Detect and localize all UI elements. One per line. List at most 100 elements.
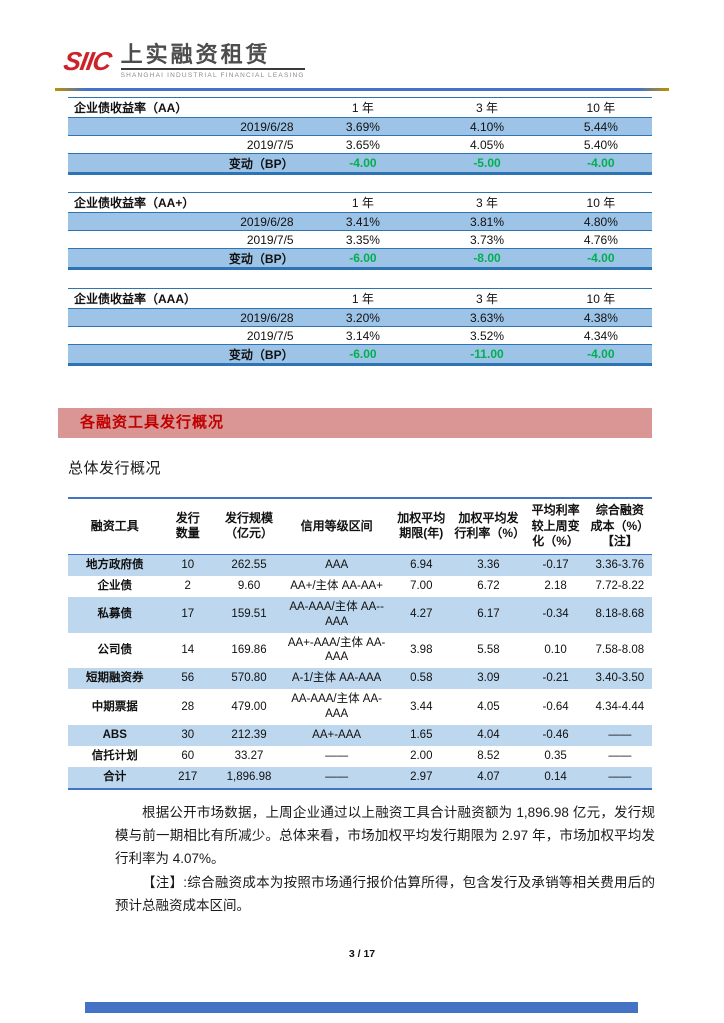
issuance-value: 0.10	[544, 644, 567, 656]
issuance-value: 8.52	[477, 750, 500, 763]
yield-row-label: 2019/6/28	[240, 119, 294, 134]
issuance-row: 合计 217 1,896.98 —— 2.97 4.07 0.14 ——	[68, 767, 652, 789]
yield-row: 2019/6/28 3.20% 3.63% 4.38%	[68, 309, 652, 327]
issuance-value: 0.14	[544, 771, 567, 784]
yield-value: 3.20%	[345, 310, 380, 325]
commentary: 根据公开市场数据，上周企业通过以上融资工具合计融资额为 1,896.98 亿元，…	[115, 801, 655, 917]
yield-value: 3.63%	[469, 310, 504, 325]
issuance-value: 2.18	[544, 579, 567, 592]
yield-value: -4.00	[349, 156, 377, 170]
issuance-value: 0.35	[544, 750, 567, 763]
issuance-column-header: 加权平均 期限(年)	[397, 510, 446, 541]
issuance-value: 4.04	[477, 729, 500, 742]
yield-row-label: 2019/6/28	[240, 310, 294, 325]
issuance-row: 企业债 2 9.60 AA+/主体 AA-AA+ 7.00 6.72 2.18 7.72-8.…	[68, 576, 652, 597]
yield-table-header-row: 企业债收益率（AA） 1 年 3 年 10 年	[68, 98, 652, 118]
yield-value: 3.35%	[345, 232, 380, 247]
yield-row: 2019/6/28 3.41% 3.81% 4.80%	[68, 213, 652, 231]
issuance-value: 17	[181, 608, 195, 621]
section-banner: 各融资工具发行概况	[58, 408, 652, 438]
issuance-value: -0.64	[542, 700, 569, 713]
yield-value: 3.52%	[469, 328, 504, 343]
issuance-value: 4.34-4.44	[595, 700, 645, 713]
issuance-value: 6.17	[477, 608, 500, 621]
issuance-value: 33.27	[234, 750, 264, 763]
instrument-name: 合计	[103, 771, 127, 784]
yield-row-label: 变动（BP）	[228, 347, 294, 362]
yield-row: 2019/7/5 3.14% 3.52% 4.34%	[68, 327, 652, 345]
yield-row: 2019/7/5 3.65% 4.05% 5.40%	[68, 136, 652, 154]
yield-row-label: 变动（BP）	[228, 251, 294, 266]
yield-table-title: 企业债收益率（AA+）	[74, 196, 195, 210]
yield-column-header: 10 年	[586, 292, 616, 306]
yield-value: -4.00	[587, 156, 615, 170]
issuance-row: 中期票据 28 479.00 AA-AAA/主体 AA-AAA 3.44 4.05 -0.6…	[68, 689, 652, 725]
yield-value: 3.65%	[345, 137, 380, 152]
yield-value: -4.00	[587, 347, 615, 361]
issuance-value: 0.58	[410, 672, 433, 685]
issuance-value: 28	[181, 700, 195, 713]
issuance-value: -0.34	[542, 608, 569, 621]
logo-names: 上实融资租赁 SHANGHAI INDUSTRIAL FINANCIAL LEA…	[120, 42, 305, 79]
yield-value: -6.00	[349, 251, 377, 265]
issuance-value: 2	[184, 579, 191, 592]
issuance-value: 2.00	[410, 750, 433, 763]
issuance-value: 262.55	[231, 558, 267, 571]
issuance-value: 1.65	[410, 729, 433, 742]
issuance-row: ABS 30 212.39 AA+-AAA 1.65 4.04 -0.46 ——	[68, 725, 652, 747]
issuance-value: 5.58	[477, 644, 500, 656]
yield-column-header: 1 年	[351, 196, 374, 210]
issuance-value: AA+-AAA	[312, 729, 362, 742]
instrument-name: 短期融资券	[85, 672, 144, 685]
issuance-value: 8.18-8.68	[595, 608, 645, 621]
issuance-value: 217	[178, 771, 198, 784]
yield-value: 4.38%	[583, 310, 618, 325]
issuance-value: 60	[181, 750, 195, 763]
issuance-column-header: 平均利率 较上周变 化（%）	[531, 503, 580, 549]
issuance-column-header: 加权平均发 行利率（%）	[454, 510, 526, 541]
yield-value: -8.00	[473, 251, 501, 265]
issuance-value: 6.94	[410, 558, 433, 571]
instrument-name: 私募债	[97, 608, 132, 621]
issuance-value: 56	[181, 672, 195, 685]
issuance-column-header: 融资工具	[90, 518, 139, 533]
yield-value: 3.14%	[345, 328, 380, 343]
issuance-value: 9.60	[237, 579, 261, 592]
yield-column-header: 10 年	[586, 101, 616, 115]
yield-column-header: 1 年	[351, 292, 374, 306]
issuance-value: ——	[325, 771, 349, 784]
issuance-row: 私募债 17 159.51 AA-AAA/主体 AA--AAA 4.27 6.17 -0.3…	[68, 596, 652, 633]
yield-table-header-row: 企业债收益率（AA+） 1 年 3 年 10 年	[68, 193, 652, 213]
issuance-value: 3.40-3.50	[595, 672, 645, 685]
siic-logo-icon: SIIC	[61, 46, 114, 76]
yield-value: -11.00	[470, 347, 504, 361]
commentary-paragraph: 根据公开市场数据，上周企业通过以上融资工具合计融资额为 1,896.98 亿元，…	[115, 805, 655, 867]
issuance-value: 169.86	[231, 644, 267, 656]
instrument-name: 企业债	[97, 579, 132, 592]
issuance-value: 4.27	[410, 608, 433, 621]
yield-row: 变动（BP） -6.00 -8.00 -4.00	[68, 249, 652, 267]
issuance-value: AA-AAA/主体 AA--AAA	[289, 600, 384, 628]
issuance-value: 3.36-3.76	[595, 558, 645, 571]
issuance-value: 212.39	[231, 729, 267, 742]
issuance-value: 7.00	[410, 579, 433, 592]
footnote-paragraph: 【注】:综合融资成本为按照市场通行报价估算所得，包含发行及承销等相关费用后的预计…	[115, 874, 655, 913]
yield-table-title: 企业债收益率（AAA）	[74, 292, 196, 306]
yield-value: 5.44%	[583, 119, 618, 134]
yield-column-header: 3 年	[475, 292, 498, 306]
issuance-overview: 融资工具 发行 数量 发行规模 （亿元） 信用等级区间 加权平均 期限(年) 加权平均发 …	[68, 497, 655, 917]
instrument-name: 公司债	[97, 644, 132, 656]
issuance-value: ——	[608, 750, 632, 763]
yield-value: -4.00	[587, 251, 615, 265]
issuance-value: ——	[608, 729, 632, 742]
company-logo: SIIC 上实融资租赁 SHANGHAI INDUSTRIAL FINANCIA…	[61, 42, 305, 79]
issuance-value: -0.17	[542, 558, 569, 571]
issuance-value: 7.58-8.08	[595, 644, 645, 656]
yield-value: 3.73%	[469, 232, 504, 247]
yield-column-header: 3 年	[475, 196, 498, 210]
issuance-value: AA+-AAA/主体 AA-AAA	[287, 636, 386, 664]
yield-value: 3.69%	[345, 119, 380, 134]
issuance-value: 30	[181, 729, 195, 742]
yield-row-label: 2019/7/5	[246, 137, 294, 152]
